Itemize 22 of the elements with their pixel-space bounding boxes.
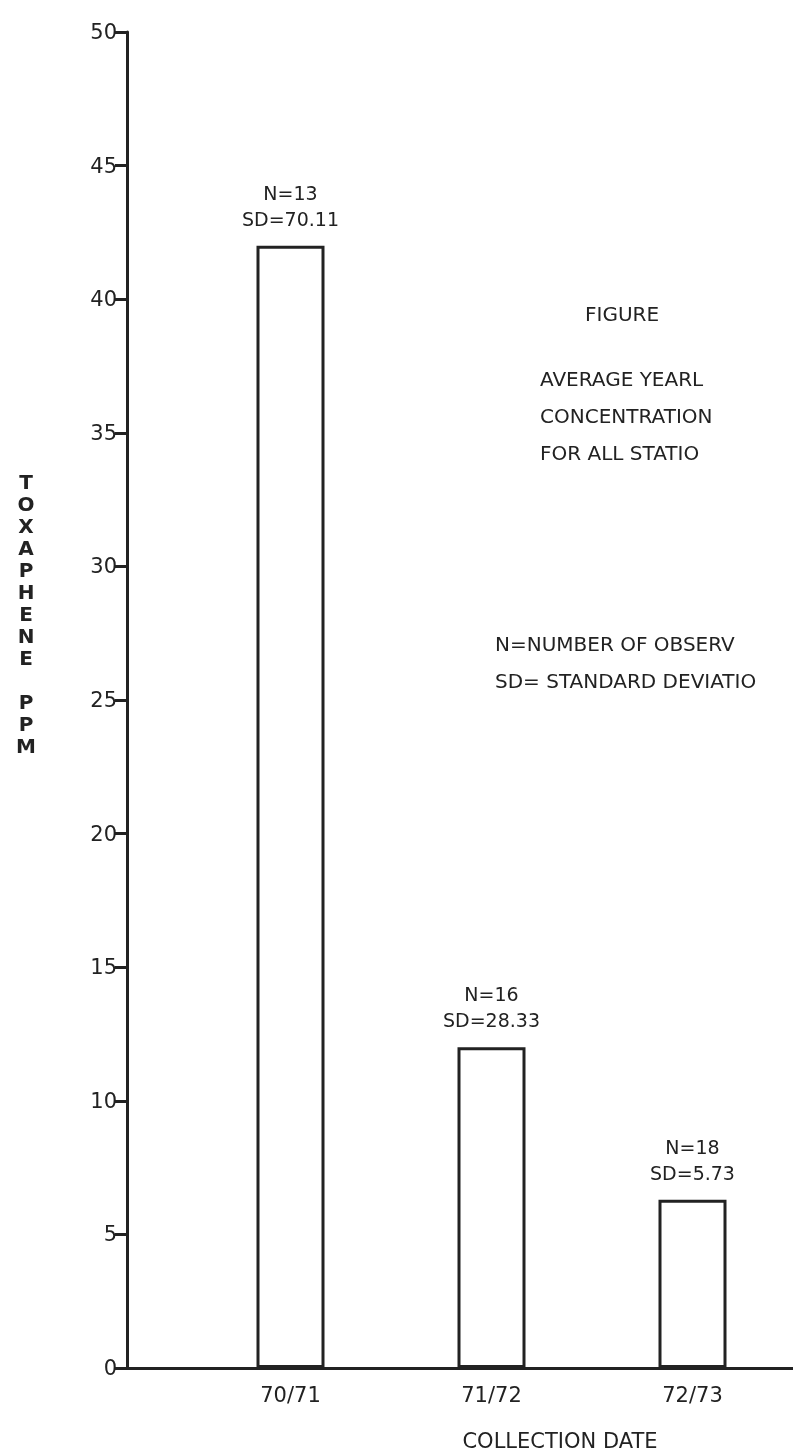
annotation: N=NUMBER OF OBSERV SD= STANDARD DEVIATIO [495,631,757,693]
y-tick-label: 5 [103,1222,117,1247]
y-tick-label: 15 [90,955,117,980]
y-axis-title: TOXAPHENE PPM [14,470,38,756]
x-tick-label: 71/72 [461,1382,522,1407]
x-tick-label: 72/73 [662,1382,723,1407]
annotation: FIGURE [585,301,660,326]
data-label: N=16 SD=28.33 [442,983,541,1032]
y-tick-label: 30 [90,554,117,579]
annotation: AVERAGE YEARL CONCENTRATION FOR ALL STATIO [540,366,713,465]
y-tick-label: 50 [90,20,117,44]
data-label: N=13 SD=70.11 [241,181,340,230]
x-axis-title: COLLECTION DATE [462,1428,658,1453]
x-tick-label: 70/71 [260,1382,321,1407]
y-tick-label: 25 [90,688,117,712]
y-tick-label: 45 [90,153,117,178]
y-tick-label: 40 [90,287,117,312]
y-tick-label: 35 [90,420,117,445]
data-label: N=18 SD=5.73 [650,1135,735,1184]
y-tick-label: 20 [90,821,117,846]
y-tick-label: 10 [90,1088,117,1113]
y-tick-label: 0 [103,1356,117,1380]
